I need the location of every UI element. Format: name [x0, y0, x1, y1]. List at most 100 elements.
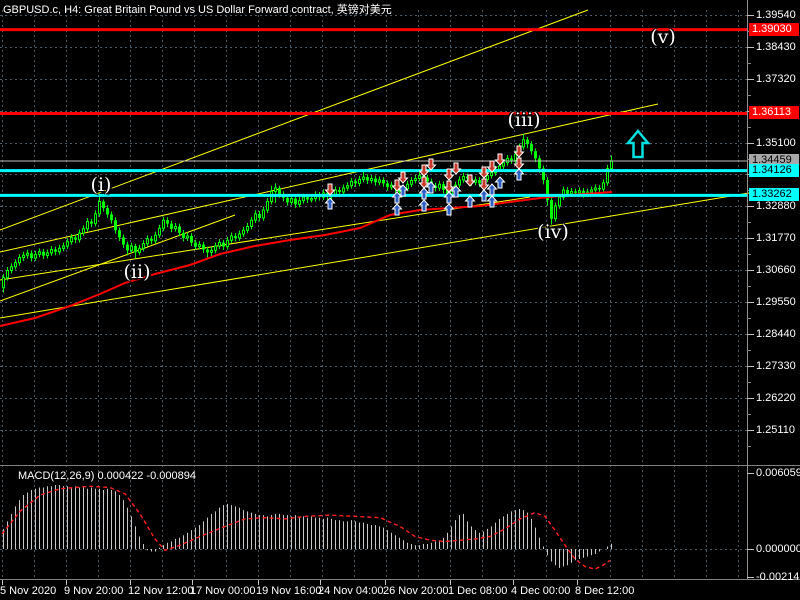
candle-body-down — [286, 197, 289, 203]
sell-signal-icon — [391, 179, 403, 192]
candle-body-up — [342, 187, 345, 193]
candle-body-up — [498, 165, 501, 170]
candle-body-down — [294, 198, 297, 205]
sell-signal-icon — [443, 168, 455, 181]
candle-body-down — [598, 187, 601, 190]
candle-body-down — [338, 190, 341, 193]
candle-body-down — [178, 226, 181, 233]
trendline[interactable] — [0, 103, 659, 253]
candle-body-up — [130, 245, 133, 251]
candle-body-down — [170, 223, 173, 229]
candle-body-down — [354, 181, 357, 184]
candle-body-up — [262, 209, 265, 219]
candle-body-up — [50, 248, 53, 254]
candle-body-down — [42, 251, 45, 256]
elliott-wave-label-ii[interactable]: (ii) — [123, 260, 151, 283]
candle-body-down — [54, 249, 57, 252]
candle-body-up — [590, 189, 593, 193]
candle-body-down — [386, 183, 389, 188]
candle-body-up — [410, 180, 413, 185]
candle-body-down — [182, 232, 185, 238]
sell-signal-icon — [464, 174, 476, 187]
candle-body-up — [78, 232, 81, 241]
sell-signal-icon — [513, 157, 525, 170]
candle-body-up — [458, 179, 461, 186]
candle-body-up — [370, 178, 373, 182]
candle-body-up — [210, 249, 213, 253]
candle-body-down — [582, 190, 585, 195]
candle-body-down — [534, 151, 537, 159]
candle-body-down — [134, 246, 137, 253]
sell-signal-icon — [425, 158, 437, 171]
candle-body-up — [418, 175, 421, 180]
candle-body-up — [334, 189, 337, 195]
candle-body-up — [254, 213, 257, 221]
candle-body-down — [166, 220, 169, 224]
macd-indicator-label: MACD(12,26,9) 0.000422 -0.000894 — [18, 470, 196, 482]
candle-body-down — [510, 158, 513, 161]
trendline[interactable] — [0, 196, 531, 281]
candle-body-up — [18, 257, 21, 264]
candle-body-up — [266, 200, 269, 211]
candle-body-down — [126, 244, 129, 251]
candle-body-up — [558, 196, 561, 207]
buy-signal-icon — [464, 195, 476, 208]
moving-average-line[interactable] — [0, 191, 613, 327]
candle-body-up — [302, 196, 305, 202]
candle-body-up — [226, 239, 229, 248]
sell-signal-icon — [397, 171, 409, 184]
candle-body-down — [366, 177, 369, 181]
candle-body-up — [62, 245, 65, 249]
candle-body-up — [274, 187, 277, 192]
candle-body-up — [290, 198, 293, 203]
sell-signal-icon — [513, 145, 525, 158]
candle-body-up — [594, 187, 597, 191]
time-axis-label: 19 Nov 16:00 — [256, 585, 322, 597]
candle-body-down — [530, 144, 533, 152]
support-price-box: 1.33262 — [749, 188, 799, 201]
candle-body-up — [46, 252, 49, 257]
candle-body-down — [526, 139, 529, 145]
trendline[interactable] — [0, 214, 236, 302]
candle-body-up — [502, 162, 505, 167]
trendline[interactable] — [0, 9, 589, 231]
candle-body-up — [602, 182, 605, 190]
candle-body-up — [94, 213, 97, 225]
trendline[interactable] — [0, 191, 756, 319]
elliott-wave-label-v[interactable]: (v) — [650, 25, 676, 48]
macd-axis-label: 0.006059 — [756, 467, 800, 479]
macd-axis-label: -0.002146 — [756, 571, 800, 583]
elliott-wave-label-i[interactable]: (i) — [90, 173, 112, 196]
buy-signal-icon — [443, 191, 455, 204]
candle-body-up — [98, 200, 101, 215]
up-arrow-annotation[interactable] — [625, 129, 651, 159]
elliott-wave-label-iii[interactable]: (iii) — [507, 108, 541, 131]
candle-body-down — [426, 177, 429, 182]
candle-body-up — [142, 243, 145, 249]
candle-body-down — [538, 158, 541, 169]
price-axis-label: 1.37320 — [756, 73, 796, 85]
candle-body-up — [230, 235, 233, 241]
candle-body-up — [22, 254, 25, 259]
candle-body-up — [362, 176, 365, 180]
candle-body-down — [74, 237, 77, 240]
price-axis-label: 1.28440 — [756, 328, 796, 340]
support-price-box: 1.34126 — [749, 164, 799, 177]
sell-signal-icon — [443, 180, 455, 193]
time-axis-label: 8 Dec 12:00 — [575, 585, 635, 597]
candle-body-up — [522, 139, 525, 148]
candle-body-up — [406, 183, 409, 190]
time-axis-label: 26 Nov 20:00 — [383, 585, 449, 597]
candle-body-down — [550, 200, 553, 219]
elliott-wave-label-iv[interactable]: (iv) — [537, 220, 569, 243]
candle-body-up — [462, 175, 465, 181]
macd-signal-line — [1, 485, 611, 570]
candle-body-up — [310, 198, 313, 201]
buy-signal-icon — [443, 203, 455, 216]
candle-body-up — [38, 251, 41, 255]
time-axis-label: 9 Nov 20:00 — [64, 585, 124, 597]
candle-body-down — [90, 221, 93, 224]
candle-body-down — [546, 179, 549, 201]
